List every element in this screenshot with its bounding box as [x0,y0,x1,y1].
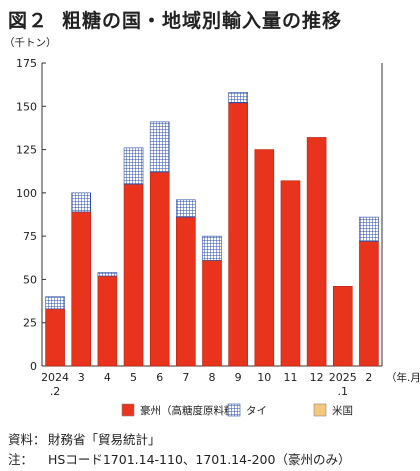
legend-label-usa: 米国 [332,404,353,417]
x-tick-label: 2025 [329,371,357,384]
bar-thailand [71,192,92,213]
y-tick-label: 100 [16,187,37,200]
bar-thailand [123,147,144,185]
x-tick-label: 7 [182,371,189,384]
bar-australia [149,171,170,367]
y-axis-label: （千トン） [4,37,57,49]
bar-australia [332,286,353,367]
x-tick-label: 10 [257,371,271,384]
bar-thailand [202,235,222,261]
bar-australia [228,102,248,367]
bar-thailand [149,121,170,173]
title-text: 粗糖の国・地域別輸入量の推移 [62,10,343,32]
bar-australia [123,183,144,367]
bar-australia [97,275,118,367]
legend-swatch-usa [313,403,327,417]
bar-thailand [97,272,118,277]
bar-thailand [176,199,196,218]
y-tick-label: 150 [16,100,37,113]
y-tick-label: 25 [23,317,37,330]
y-tick-label: 75 [23,230,37,243]
notes: 資料： 財務省「貿易統計」 注： HSコード1701.14-110、1701.14-… [8,430,350,470]
bar-australia [359,241,379,367]
x-tick-label: 4 [104,371,111,384]
bar-australia [71,211,92,367]
legend-label-australia: 豪州（高糖度原料糖） [140,404,245,417]
y-tick-label: 125 [16,144,37,157]
footnote: 注： HSコード1701.14-110、1701.14-200（豪州のみ） [8,452,351,467]
x-tick-label: 3 [78,371,85,384]
x-tick-label: 6 [156,371,163,384]
y-tick-label: 175 [16,57,37,70]
legend-swatch-australia [121,403,135,417]
x-tick-label: 5 [130,371,137,384]
bar-australia [306,137,327,367]
x-axis-label: （年.月） [386,371,420,384]
x-tick-label: 2024 [41,371,69,384]
source-note: 資料： 財務省「貿易統計」 [8,432,161,447]
x-tick-label: .1 [338,385,349,398]
bar-thailand [45,296,65,310]
bar-australia [280,180,301,367]
y-tick-label: 0 [30,360,37,373]
bar-australia [202,260,222,367]
x-tick-label: .2 [50,385,61,398]
legend-label-thailand: タイ [246,405,267,417]
x-tick-label: 2 [365,371,372,384]
x-tick-label: 8 [209,371,216,384]
bar-australia [45,308,65,367]
figure-number: 図２ [8,10,49,32]
stacked-bar-chart: 0 25 50 75 100 125 150 175 （千トン） （年.月） 2024.2 3 4 5 6… [4,37,420,417]
legend-swatch-thailand [227,403,241,417]
y-tick-label: 50 [23,273,37,286]
chart-title: 図２ 粗糖の国・地域別輸入量の推移 [8,6,342,33]
x-tick-label: 11 [283,371,297,384]
bar-australia [176,216,196,367]
bar-thailand [228,92,248,104]
x-tick-label: 12 [310,371,324,384]
bar-australia [254,149,275,367]
x-tick-label: 9 [235,371,242,384]
bar-thailand [359,216,379,242]
